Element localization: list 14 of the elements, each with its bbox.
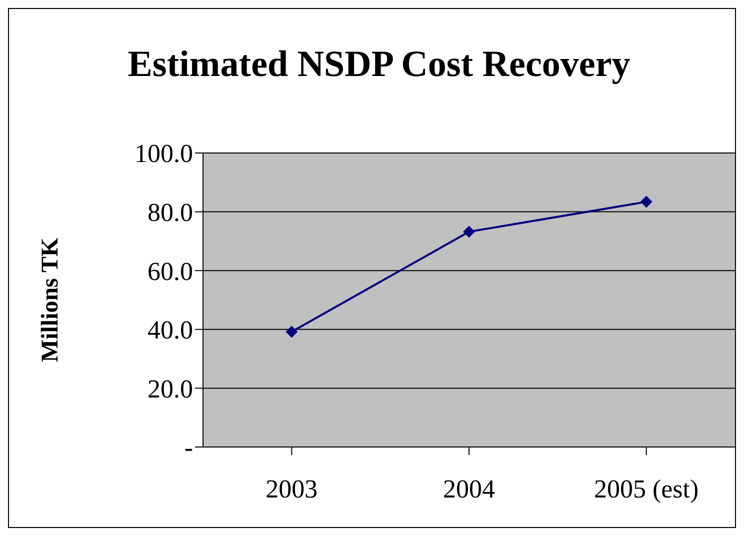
x-tick-label: 2005 (est): [594, 474, 699, 504]
y-tick-label: 100.0: [134, 139, 193, 168]
chart-title: Estimated NSDP Cost Recovery: [126, 43, 632, 87]
y-tick-label: 20.0: [148, 374, 193, 404]
point: [463, 226, 475, 238]
y-tick-label: 80.0: [148, 198, 193, 228]
point: [640, 196, 652, 208]
x-tick-label: 2003: [266, 474, 318, 504]
x-tick-label: 2004: [443, 474, 495, 504]
y-tick-label: -: [184, 433, 193, 462]
y-tick-label: 60.0: [148, 256, 193, 286]
y-tick-label: 40.0: [148, 316, 193, 345]
y-axis-title: Millions TK: [38, 238, 64, 362]
point: [286, 326, 298, 338]
